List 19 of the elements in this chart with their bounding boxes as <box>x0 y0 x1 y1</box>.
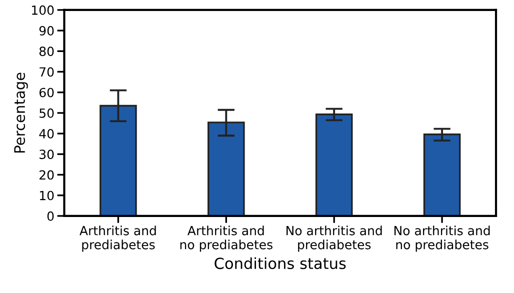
x-axis-title: Conditions status <box>214 257 346 270</box>
y-axis-title: Percentage <box>14 72 28 153</box>
x-tick-label: No arthritis and no prediabetes <box>394 226 490 252</box>
bar <box>315 114 353 216</box>
y-tick-label: 30 <box>40 150 54 160</box>
y-tick-label: 50 <box>40 108 54 118</box>
y-tick-label: 0 <box>47 211 54 221</box>
y-tick-label: 90 <box>39 26 54 36</box>
y-tick-label: 80 <box>39 46 54 56</box>
y-tick-label: 40 <box>39 129 54 138</box>
x-tick-label: Arthritis and prediabetes <box>80 226 156 252</box>
y-tick-label: 60 <box>39 88 54 98</box>
x-tick-label: Arthritis and no prediabetes <box>180 226 272 252</box>
y-tick-label: 10 <box>40 190 54 200</box>
x-tick-label: No arthritis and prediabetes <box>286 226 382 252</box>
y-tick-label: 20 <box>40 170 54 180</box>
y-tick-label: 70 <box>40 67 54 77</box>
bar <box>423 134 461 216</box>
y-tick-label: 100 <box>32 5 54 15</box>
